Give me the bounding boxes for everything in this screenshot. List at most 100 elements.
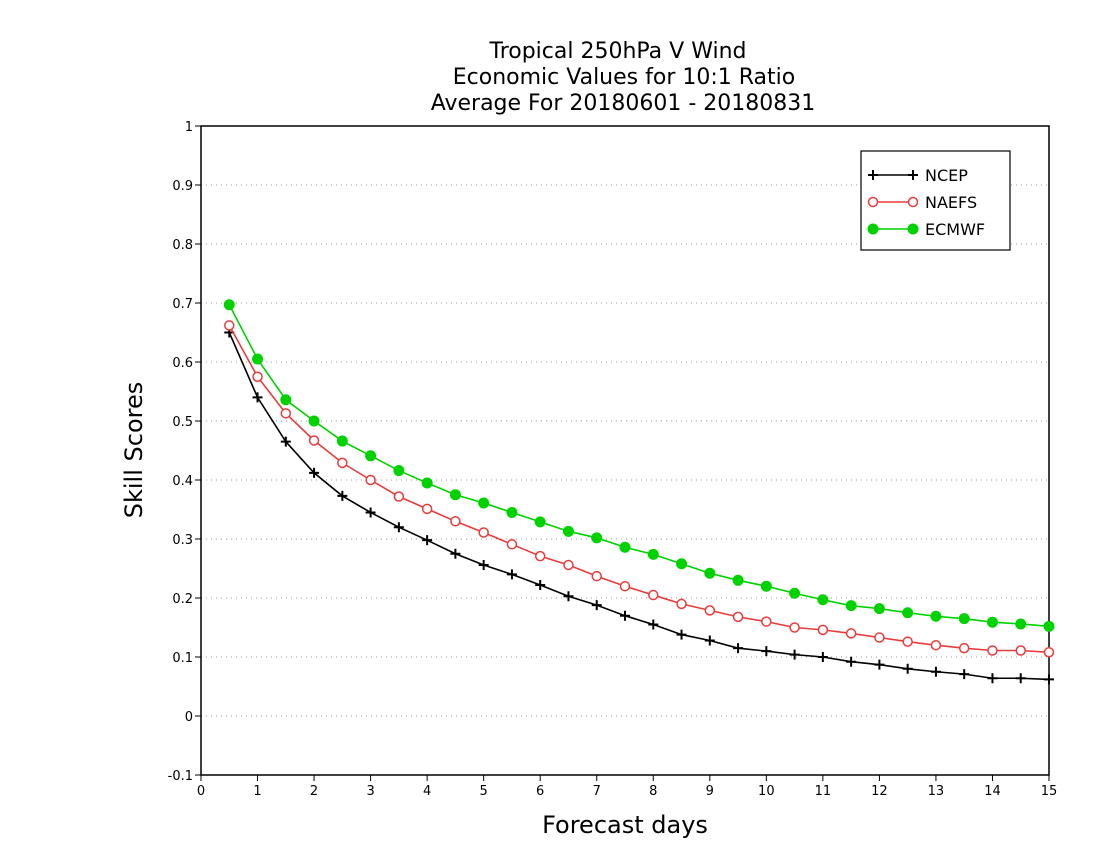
x-tick-label: 6 bbox=[536, 784, 544, 799]
data-point-ncep bbox=[309, 467, 320, 478]
data-point-ecmwf bbox=[336, 435, 348, 447]
data-point-ncep bbox=[846, 656, 857, 667]
data-point-ecmwf bbox=[223, 299, 235, 311]
y-tick-label: 0.1 bbox=[172, 651, 193, 666]
data-point-ecmwf bbox=[930, 610, 942, 622]
chart-title-line-3: Average For 20180601 - 20180831 bbox=[431, 91, 816, 116]
x-tick-label: 8 bbox=[649, 784, 657, 799]
data-point-ncep bbox=[930, 666, 941, 677]
data-point-ncep bbox=[817, 652, 828, 662]
plot-frame bbox=[200, 125, 1050, 776]
grid-lines bbox=[201, 184, 1049, 717]
y-tick-label: -0.1 bbox=[168, 769, 193, 784]
y-tick-label: 0.4 bbox=[172, 474, 193, 489]
data-point-ncep bbox=[337, 490, 348, 501]
y-tick-label: 0 bbox=[185, 710, 193, 725]
x-tick-label: 9 bbox=[706, 784, 714, 799]
data-point-ecmwf bbox=[280, 394, 292, 406]
x-tick-label: 12 bbox=[871, 784, 888, 799]
axis-ticks: -0.100.10.20.30.40.50.60.70.80.910 1 2 3 4 5 6… bbox=[168, 120, 1058, 799]
data-point-ecmwf bbox=[704, 567, 716, 579]
data-point-naefs bbox=[789, 622, 800, 633]
data-point-ecmwf bbox=[676, 558, 688, 570]
x-tick-label: 1 bbox=[253, 784, 261, 799]
y-axis-title: Skill Scores bbox=[120, 382, 148, 519]
data-point-ecmwf bbox=[562, 525, 574, 537]
data-point-naefs bbox=[732, 611, 744, 623]
series-line-ecmwf bbox=[228, 304, 1050, 628]
x-tick-label: 0 bbox=[197, 784, 205, 799]
data-point-ecmwf bbox=[958, 613, 970, 625]
data-point-ncep bbox=[280, 436, 291, 447]
y-tick-label: 0.2 bbox=[172, 592, 193, 607]
data-point-naefs bbox=[478, 527, 489, 538]
data-point-ecmwf bbox=[308, 415, 320, 427]
data-point-naefs bbox=[874, 632, 885, 643]
data-point-ecmwf bbox=[1043, 620, 1055, 632]
data-point-ecmwf bbox=[760, 580, 772, 592]
data-point-ncep bbox=[902, 663, 913, 674]
data-point-naefs bbox=[280, 408, 292, 419]
series-line-ncep bbox=[228, 332, 1050, 681]
data-point-ecmwf bbox=[478, 497, 490, 509]
data-point-ncep bbox=[478, 559, 489, 570]
x-tick-label: 3 bbox=[366, 784, 374, 799]
data-point-ncep bbox=[959, 669, 970, 680]
data-point-ncep bbox=[365, 507, 376, 518]
data-point-ncep bbox=[1015, 673, 1026, 684]
data-point-naefs bbox=[534, 550, 546, 562]
data-point-ncep bbox=[450, 548, 461, 559]
data-point-ncep bbox=[761, 646, 772, 657]
x-tick-label: 10 bbox=[758, 784, 775, 799]
data-point-ecmwf bbox=[421, 477, 433, 489]
chart-title-line-1: Tropical 250hPa V Wind bbox=[488, 39, 746, 64]
data-point-naefs bbox=[958, 642, 970, 654]
data-point-ncep bbox=[252, 392, 263, 403]
data-point-ecmwf bbox=[506, 506, 518, 518]
legend-marker-naefs bbox=[867, 196, 879, 208]
data-point-naefs bbox=[845, 628, 857, 639]
data-point-ncep bbox=[789, 649, 800, 660]
data-point-ecmwf bbox=[365, 450, 377, 462]
data-series bbox=[223, 299, 1055, 685]
data-point-ncep bbox=[620, 610, 630, 621]
data-point-ncep bbox=[535, 580, 546, 591]
data-point-naefs bbox=[1015, 645, 1026, 656]
legend-marker-naefs bbox=[907, 196, 919, 208]
data-point-ncep bbox=[393, 522, 404, 533]
legend-label-naefs: NAEFS bbox=[925, 193, 977, 212]
data-point-naefs bbox=[224, 320, 235, 331]
data-point-naefs bbox=[393, 491, 405, 502]
data-point-naefs bbox=[761, 616, 772, 627]
data-point-naefs bbox=[619, 580, 631, 592]
y-tick-label: 0.8 bbox=[172, 238, 193, 253]
data-point-naefs bbox=[252, 371, 263, 382]
legend-label-ncep: NCEP bbox=[925, 166, 968, 185]
x-tick-label: 13 bbox=[928, 784, 945, 799]
series-ncep bbox=[224, 327, 1054, 685]
chart-title-line-2: Economic Values for 10:1 Ratio bbox=[453, 65, 795, 90]
data-point-naefs bbox=[506, 539, 518, 550]
series-ecmwf bbox=[223, 299, 1055, 632]
data-point-ncep bbox=[563, 591, 574, 602]
legend-marker-ncep bbox=[868, 170, 878, 180]
y-tick-label: 0.5 bbox=[172, 415, 193, 430]
y-tick-label: 0.3 bbox=[172, 533, 193, 548]
data-point-ncep bbox=[648, 619, 659, 630]
data-point-naefs bbox=[450, 516, 461, 527]
chart-title: Tropical 250hPa V Wind Economic Values f… bbox=[431, 39, 816, 116]
data-point-ncep bbox=[987, 673, 998, 684]
legend-box bbox=[860, 150, 1011, 251]
data-point-naefs bbox=[308, 435, 320, 446]
data-point-ecmwf bbox=[1015, 618, 1027, 630]
data-point-ecmwf bbox=[647, 548, 659, 560]
y-tick-label: 0.9 bbox=[172, 179, 193, 194]
data-point-naefs bbox=[676, 598, 687, 610]
data-point-naefs bbox=[1043, 647, 1055, 658]
legend-label-ecmwf: ECMWF bbox=[925, 220, 985, 239]
data-point-ncep bbox=[704, 635, 715, 646]
legend-marker-ecmwf bbox=[907, 223, 919, 235]
legend-marker-ecmwf bbox=[867, 223, 879, 235]
